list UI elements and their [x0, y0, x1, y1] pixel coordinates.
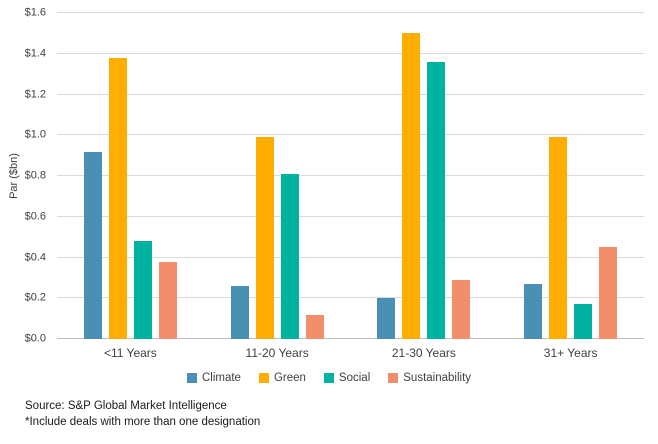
gridline	[57, 52, 644, 54]
gridline	[57, 215, 644, 217]
y-tick-label: $1.0	[24, 128, 46, 141]
bar-green	[255, 137, 274, 339]
bar-climate	[524, 284, 543, 339]
legend-label: Climate	[201, 372, 241, 384]
bar-sustainability	[305, 314, 324, 339]
bar-group	[351, 13, 498, 339]
gridline	[57, 93, 644, 95]
bar-group	[497, 13, 644, 339]
x-tick-label: <11 Years	[103, 346, 157, 360]
y-tick-label: $1.6	[24, 6, 46, 19]
bar-groups	[57, 13, 644, 339]
legend-swatch-icon	[323, 373, 334, 383]
plot-area	[57, 12, 644, 339]
gridline	[57, 256, 644, 258]
y-tick-label: $1.2	[24, 88, 46, 100]
legend-swatch-icon	[258, 373, 269, 383]
x-axis-labels: <11 Years 11-20 Years 21-30 Years 31+ Years	[57, 346, 644, 360]
bar-climate	[83, 151, 102, 339]
legend-item-social: Social	[323, 372, 371, 384]
bar-sustainability	[158, 261, 177, 339]
footer: Source: S&P Global Market Intelligence *…	[25, 398, 260, 430]
y-tick-label: $0.2	[24, 291, 46, 304]
legend-label: Green	[273, 372, 306, 384]
legend-label: Sustainability	[403, 372, 472, 384]
legend-item-green: Green	[258, 372, 306, 384]
bar-social	[133, 241, 152, 339]
source-text: Source: S&P Global Market Intelligence	[25, 400, 227, 412]
legend: Climate Green Social Sustainability	[0, 372, 658, 384]
legend-swatch-icon	[388, 373, 399, 383]
legend-item-sustainability: Sustainability	[388, 372, 471, 384]
bar-social	[427, 61, 446, 339]
bar-sustainability	[599, 247, 618, 339]
x-tick-label: 21-30 Years	[391, 346, 456, 360]
y-tick-label: $1.4	[24, 47, 46, 60]
legend-item-climate: Climate	[186, 372, 241, 384]
gridline	[57, 175, 644, 176]
bar-climate	[377, 298, 396, 339]
bar-green	[108, 57, 127, 339]
gridline	[57, 297, 644, 299]
legend-label: Social	[338, 372, 371, 384]
bar-social	[574, 304, 593, 339]
y-tick-label: $0.4	[24, 251, 46, 263]
x-tick-label: 11-20 Years	[245, 346, 309, 360]
bar-sustainability	[452, 279, 471, 339]
y-tick-label: $0.0	[24, 332, 46, 345]
y-tick-label: $0.8	[24, 169, 46, 182]
x-tick-label: 31+ Years	[543, 346, 598, 360]
bar-climate	[230, 286, 249, 339]
note-text: *Include deals with more than one design…	[25, 416, 261, 429]
bar-social	[280, 173, 299, 339]
gridline	[57, 134, 644, 136]
bar-group	[204, 13, 351, 339]
x-axis-line	[57, 338, 644, 339]
bar-group	[57, 13, 204, 339]
y-axis-ticks: $0.0 $0.2 $0.4 $0.6 $0.8 $1.0 $1.2 $1.4 $1.6	[0, 7, 52, 344]
y-tick-label: $0.6	[24, 210, 46, 223]
bar-green	[402, 33, 421, 339]
legend-swatch-icon	[186, 373, 197, 383]
gridline	[57, 12, 644, 13]
bar-green	[549, 137, 568, 339]
